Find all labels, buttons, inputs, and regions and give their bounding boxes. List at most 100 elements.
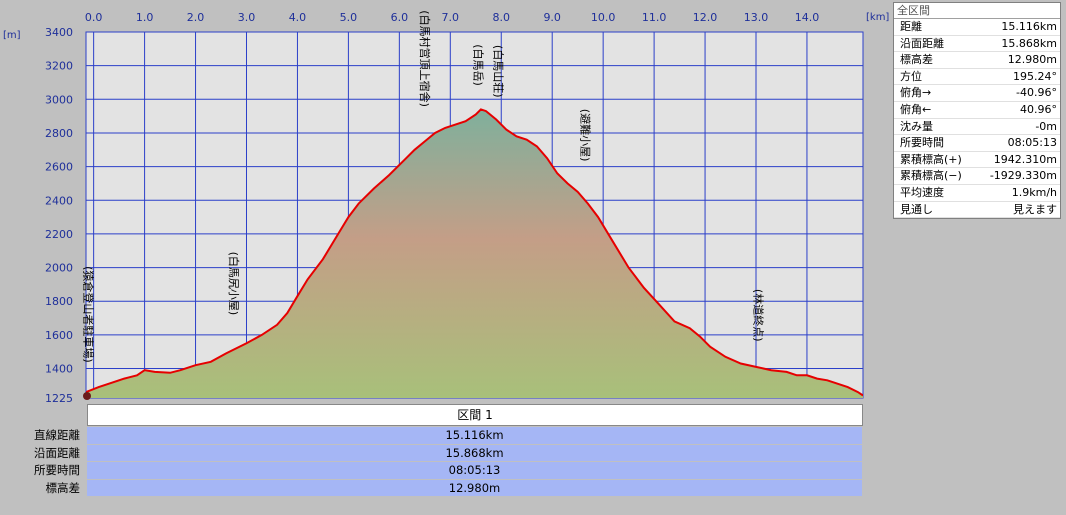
- summary-value: 195.24°: [1013, 69, 1057, 83]
- waypoint-paren-open: (: [578, 109, 591, 113]
- waypoint-label: (白馬山荘): [492, 45, 506, 98]
- section-row: 標高差 12.980m: [0, 479, 862, 497]
- section-row-value: 15.868km: [87, 444, 862, 462]
- summary-label: 沈み量: [900, 119, 933, 133]
- waypoint-name: 避難小屋: [578, 113, 592, 157]
- start-marker: [83, 392, 91, 400]
- x-tick-label: 5.0: [340, 11, 358, 24]
- waypoint-label: (白馬岳): [471, 44, 485, 86]
- x-tick-label: 10.0: [591, 11, 616, 24]
- summary-row: 俯角← 40.96°: [894, 102, 1060, 119]
- y-tick-label: 3400: [45, 26, 73, 39]
- elevation-area: [86, 109, 863, 398]
- x-tick-label: 12.0: [693, 11, 718, 24]
- summary-row: 方位 195.24°: [894, 69, 1060, 86]
- waypoint-paren-open: (: [418, 10, 431, 14]
- waypoint-name: 白馬村営頂上宿舎: [418, 15, 432, 103]
- summary-label: 累積標高(−): [900, 169, 962, 183]
- x-tick-label: 9.0: [543, 11, 561, 24]
- x-tick-label: 13.0: [744, 11, 769, 24]
- waypoint-paren-close: ): [578, 157, 591, 161]
- waypoint-label: (林道終点): [752, 289, 766, 342]
- summary-label: 方位: [900, 69, 922, 83]
- summary-row: 沿面距離 15.868km: [894, 36, 1060, 53]
- summary-value: 1942.310m: [993, 152, 1057, 166]
- waypoint-name: 猿倉登山者駐車場: [82, 270, 96, 358]
- summary-title: 全区間: [894, 3, 1060, 19]
- waypoint-paren-close: ): [227, 311, 240, 315]
- waypoint-label: (避難小屋): [578, 109, 592, 162]
- section-row-label: 沿面距離: [34, 445, 80, 460]
- section-row-label: 標高差: [45, 480, 81, 495]
- section-row-label: 所要時間: [34, 463, 80, 477]
- summary-row: 所要時間 08:05:13: [894, 135, 1060, 152]
- summary-value: 15.868km: [1001, 36, 1057, 50]
- waypoint-paren-open: (: [752, 289, 765, 293]
- y-tick-label: 1225: [45, 392, 73, 405]
- y-tick-label: 1800: [45, 295, 73, 308]
- summary-label: 距離: [900, 20, 922, 33]
- summary-row: 累積標高(−) -1929.330m: [894, 168, 1060, 185]
- waypoint-paren-open: (: [471, 44, 484, 48]
- y-tick-label: 2400: [45, 194, 73, 207]
- x-tick-label: 7.0: [442, 11, 460, 24]
- summary-value: -0m: [1035, 119, 1057, 133]
- summary-value: -1929.330m: [989, 169, 1057, 183]
- summary-label: 累積標高(+): [900, 152, 962, 166]
- waypoint-label: (白馬村営頂上宿舎): [418, 10, 432, 107]
- x-axis-ticks: 0.0 1.0 2.0 3.0 4.0 5.0 6.0 7.0 8.0 9.0 10.0 11.0 12…: [85, 11, 819, 24]
- summary-panel: 全区間 距離 15.116km 沿面距離 15.868km 標高差 12.980m 方位 19…: [893, 2, 1061, 220]
- waypoint-paren-close: ): [471, 81, 484, 85]
- waypoint-paren-open: (: [227, 252, 240, 256]
- waypoint-paren-close: ): [492, 93, 505, 97]
- section-row-value: 12.980m: [87, 479, 862, 497]
- section-table: 直線距離 15.116km 沿面距離 15.868km 所要時間 08:05:13 標高差 1…: [0, 427, 862, 497]
- summary-label: 所要時間: [900, 136, 944, 150]
- x-tick-label: 2.0: [187, 11, 205, 24]
- waypoint-name: 白馬尻小屋: [227, 256, 241, 311]
- summary-label: 平均速度: [900, 185, 944, 199]
- summary-value: 40.96°: [1020, 102, 1057, 116]
- x-tick-label: 8.0: [492, 11, 510, 24]
- elevation-line: [86, 108, 863, 397]
- summary-value: 08:05:13: [1007, 136, 1057, 150]
- summary-value: 15.116km: [1001, 20, 1057, 33]
- y-unit-label: [m]: [3, 30, 21, 41]
- summary-label: 見通し: [900, 202, 933, 216]
- y-axis-ticks: 1225 1400 1600 1800 2000 2200 2400 2600 2800 3000…: [45, 26, 73, 405]
- summary-value: -40.96°: [1016, 86, 1057, 100]
- y-tick-label: 2800: [45, 127, 73, 140]
- waypoint-annotations: (猿倉登山者駐車場)(白馬尻小屋)(白馬村営頂上宿舎)(白馬岳)(白馬山荘)(避…: [82, 10, 766, 362]
- summary-label: 沿面距離: [900, 36, 944, 50]
- section-row: 直線距離 15.116km: [0, 427, 862, 445]
- summary-label: 俯角→: [900, 86, 932, 100]
- summary-value: 1.9km/h: [1011, 185, 1057, 199]
- waypoint-paren-close: ): [752, 337, 765, 341]
- y-tick-label: 3200: [45, 60, 73, 73]
- x-unit-label: [km]: [866, 12, 889, 23]
- x-tick-label: 11.0: [642, 11, 667, 24]
- waypoint-paren-close: ): [418, 103, 431, 107]
- summary-row: 標高差 12.980m: [894, 52, 1060, 69]
- summary-row: 沈み量 -0m: [894, 119, 1060, 136]
- waypoint-label: (猿倉登山者駐車場): [82, 266, 96, 363]
- x-tick-label: 14.0: [795, 11, 820, 24]
- x-tick-label: 3.0: [238, 11, 256, 24]
- section-row: 沿面距離 15.868km: [0, 444, 862, 462]
- y-tick-label: 1400: [45, 363, 73, 376]
- x-tick-label: 6.0: [391, 11, 409, 24]
- waypoint-paren-close: ): [82, 358, 95, 362]
- summary-row: 累積標高(+) 1942.310m: [894, 152, 1060, 169]
- waypoint-paren-open: (: [82, 266, 95, 270]
- summary-row: 平均速度 1.9km/h: [894, 185, 1060, 202]
- y-tick-label: 2000: [45, 262, 73, 275]
- summary-label: 標高差: [900, 53, 933, 67]
- x-tick-label: 1.0: [136, 11, 154, 24]
- waypoint-name: 白馬岳: [471, 48, 485, 81]
- summary-label: 俯角←: [900, 102, 932, 116]
- summary-row: 距離 15.116km: [894, 19, 1060, 36]
- section-row-value: 15.116km: [87, 427, 862, 445]
- waypoint-name: 白馬山荘: [492, 49, 506, 93]
- section-row-value: 08:05:13: [87, 462, 862, 480]
